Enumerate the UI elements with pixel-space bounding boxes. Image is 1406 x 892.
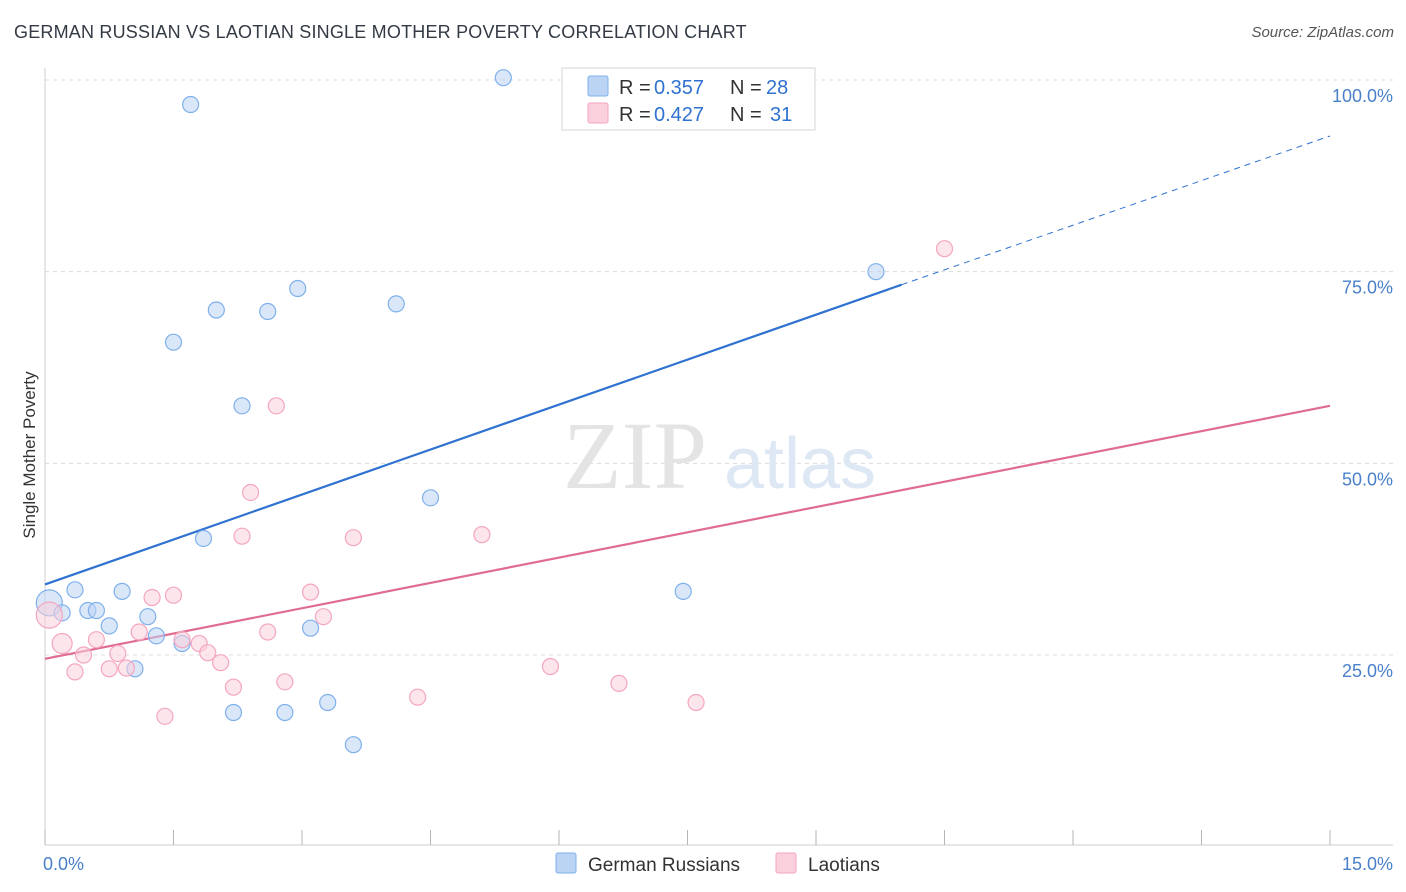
point-laotians-20 xyxy=(267,397,285,415)
point-german-russians-24 xyxy=(421,489,440,507)
point-german-russians-17 xyxy=(259,302,277,321)
x-tick-label-min: 0.0% xyxy=(43,854,84,874)
point-laotians-3 xyxy=(74,646,93,664)
point-laotians-22 xyxy=(301,583,320,601)
bottom-legend-label-german-russians: German Russians xyxy=(588,855,740,876)
trendline-extension-german-russians xyxy=(901,135,1331,286)
point-german-russians-26 xyxy=(674,582,692,600)
legend-r-label-1: R = xyxy=(619,77,651,99)
bottom-legend-swatch-laotians xyxy=(775,852,797,874)
point-laotians-25 xyxy=(409,688,427,706)
point-laotians-29 xyxy=(687,693,705,712)
chart-title: GERMAN RUSSIAN VS LAOTIAN SINGLE MOTHER … xyxy=(14,22,747,42)
point-german-russians-12 xyxy=(182,95,200,114)
point-german-russians-15 xyxy=(224,703,243,722)
point-german-russians-2 xyxy=(66,581,84,599)
watermark-atlas: atlas xyxy=(724,424,876,504)
legend-r-value-german-russians: 0.357 xyxy=(654,77,704,99)
point-laotians-19 xyxy=(259,623,277,641)
point-laotians-30 xyxy=(935,240,954,258)
point-laotians-24 xyxy=(344,529,362,547)
point-german-russians-5 xyxy=(100,617,118,635)
watermark: ZIP atlas xyxy=(563,402,876,509)
point-laotians-5 xyxy=(100,660,118,678)
legend-n-label-2: N = xyxy=(730,104,762,126)
point-german-russians-10 xyxy=(164,333,183,351)
source-label: Source: ZipAtlas.com xyxy=(1251,24,1394,41)
point-german-russians-22 xyxy=(344,736,362,754)
legend-n-value-laotians: 31 xyxy=(770,104,792,126)
point-german-russians-27 xyxy=(867,263,885,281)
x-tick-label-max: 15.0% xyxy=(1342,854,1393,874)
point-laotians-18 xyxy=(242,483,260,502)
trendline-laotians xyxy=(44,404,1331,660)
point-german-russians-21 xyxy=(319,693,337,712)
point-laotians-17 xyxy=(233,527,251,545)
point-german-russians-4 xyxy=(87,601,106,620)
point-laotians-14 xyxy=(199,644,217,662)
point-german-russians-23 xyxy=(387,295,405,313)
legend-swatch-german-russians xyxy=(587,75,609,97)
trendline-german-russians xyxy=(44,283,903,586)
grid-layer xyxy=(45,79,1393,656)
point-laotians-10 xyxy=(156,707,174,725)
point-german-russians-13 xyxy=(194,529,213,548)
bottom-legend: German Russians Laotians xyxy=(555,852,880,876)
y-tick-label-50: 50.0% xyxy=(1342,469,1393,489)
legend-swatch-laotians xyxy=(587,102,609,124)
legend-r-label-2: R = xyxy=(619,104,651,126)
point-laotians-11 xyxy=(164,586,183,604)
y-tick-label-25: 25.0% xyxy=(1342,661,1393,681)
point-laotians-16 xyxy=(224,678,243,696)
point-german-russians-20 xyxy=(301,619,320,637)
point-german-russians-25 xyxy=(494,69,512,87)
point-laotians-8 xyxy=(130,623,148,641)
y-tick-label-75: 75.0% xyxy=(1342,278,1393,298)
point-laotians-26 xyxy=(473,526,491,544)
point-german-russians-8 xyxy=(139,608,157,626)
point-laotians-23 xyxy=(314,608,333,626)
point-layer xyxy=(35,69,954,754)
legend-n-label-1: N = xyxy=(730,77,762,99)
point-laotians-12 xyxy=(173,631,191,649)
point-laotians-15 xyxy=(212,654,230,672)
legend-box: R = 0.357 N = 28 R = 0.427 N = 31 xyxy=(561,67,816,131)
watermark-zip: ZIP xyxy=(563,402,707,509)
point-laotians-7 xyxy=(117,659,135,677)
legend-n-value-german-russians: 28 xyxy=(766,77,788,99)
trend-layer xyxy=(44,135,1331,660)
point-german-russians-16 xyxy=(233,397,251,415)
point-laotians-2 xyxy=(66,663,84,681)
point-german-russians-14 xyxy=(207,301,225,319)
point-laotians-4 xyxy=(87,631,106,649)
point-laotians-6 xyxy=(109,644,127,663)
point-laotians-28 xyxy=(610,674,628,692)
bottom-legend-label-laotians: Laotians xyxy=(808,855,880,876)
axis-layer: 25.0% 50.0% 75.0% 100.0% 0.0% 15.0% xyxy=(43,68,1393,874)
point-german-russians-19 xyxy=(289,279,307,298)
point-laotians-0 xyxy=(35,601,63,629)
y-tick-label-100: 100.0% xyxy=(1332,86,1393,106)
point-german-russians-6 xyxy=(113,582,131,600)
point-laotians-9 xyxy=(143,588,161,607)
point-laotians-1 xyxy=(51,632,73,655)
legend-r-value-laotians: 0.427 xyxy=(654,104,704,126)
bottom-legend-swatch-german-russians xyxy=(555,852,577,874)
point-german-russians-9 xyxy=(147,627,165,645)
point-laotians-27 xyxy=(541,657,560,676)
point-german-russians-18 xyxy=(276,703,294,722)
point-laotians-21 xyxy=(276,673,294,691)
